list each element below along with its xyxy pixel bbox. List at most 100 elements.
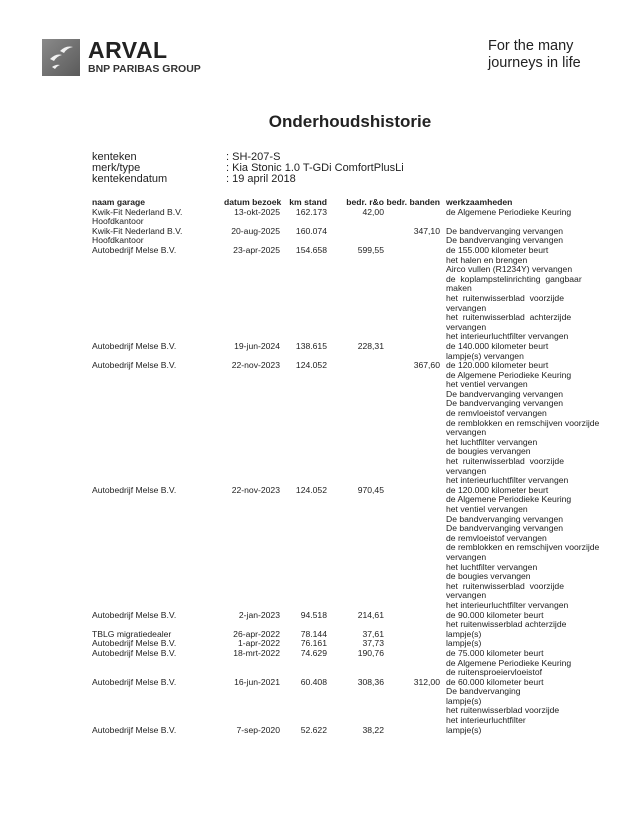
- amount-ro: 214,61: [357, 609, 384, 620]
- km-reading: 154.658: [295, 244, 327, 255]
- visit-date: 7-sep-2020: [236, 724, 280, 735]
- work-item: de remvloeistof vervangen: [446, 408, 547, 419]
- work-item: de remblokken en remschijven voorzijde: [446, 417, 600, 428]
- work-item: de 60.000 kilometer beurt: [446, 676, 544, 687]
- amount-ro: 190,76: [357, 647, 384, 658]
- work-list: de 60.000 kilometer beurt De bandvervangi…: [446, 676, 596, 726]
- garage-line: Hoofdkantoor: [92, 235, 144, 246]
- work-item: De bandvervanging vervangen: [446, 523, 564, 534]
- km-reading: 52.622: [300, 724, 327, 735]
- work-item: de Algemene Periodieke Keuring: [446, 369, 572, 380]
- brand-name: ARVAL: [88, 37, 168, 63]
- visit-date: 1-apr-2022: [237, 638, 280, 649]
- garage-line: Kwik-Fit Nederland B.V.: [92, 206, 183, 217]
- work-item: het ventiel vervangen: [446, 379, 528, 390]
- info-label: kenteken: [92, 151, 137, 163]
- amount-tires: [384, 630, 440, 640]
- col-header: bedr. banden: [386, 197, 440, 207]
- garage-line: Autobedrijf Melse B.V.: [92, 244, 177, 255]
- work-item: lampje(s) vervangen: [446, 350, 524, 361]
- work-item: De bandvervanging vervangen: [446, 235, 564, 246]
- work-item: de 140.000 kilometer beurt: [446, 340, 549, 351]
- amount-ro: 37,61: [362, 628, 384, 639]
- table-row: Autobedrijf Melse B.V. 16-jun-2021 60.40…: [92, 676, 602, 726]
- km-reading: 124.052: [295, 360, 327, 371]
- visit-date: 22-nov-2023: [231, 484, 280, 495]
- work-item: de 120.000 kilometer beurt: [446, 484, 549, 495]
- amount-ro: 970,45: [357, 484, 384, 495]
- work-item: het ventiel vervangen: [446, 504, 528, 514]
- work-item: de bougies vervangen: [446, 446, 531, 457]
- work-item: het ruitenwisserblad voorzijde: [446, 580, 564, 591]
- work-item: het ruitenwisserblad achterzijde: [446, 619, 567, 630]
- maintenance-table: naam garage datum bezoek km stand bedr. …: [92, 197, 602, 736]
- work-item: de 90.000 kilometer beurt: [446, 609, 544, 620]
- visit-date: 18-mrt-2022: [233, 647, 280, 658]
- work-item: maken: [446, 283, 472, 294]
- garage-name: Autobedrijf Melse B.V.: [92, 360, 224, 486]
- work-item: de remvloeistof vervangen: [446, 532, 547, 543]
- work-item: vervangen: [446, 302, 487, 313]
- work-item: het ruitenwisserblad voorzijde: [446, 292, 564, 303]
- garage-name: TBLG migratiedealer: [92, 629, 224, 640]
- km-reading: 78.144: [300, 628, 327, 639]
- work-item: De bandvervanging vervangen: [446, 388, 564, 399]
- work-item: het halen en brengen: [446, 254, 528, 265]
- work-item: Airco vullen (R1234Y) vervangen: [446, 264, 573, 275]
- table-row: Autobedrijf Melse B.V. 1-apr-2022 76.161…: [92, 639, 602, 649]
- amount-tires: [384, 611, 440, 630]
- table-row: Autobedrijf Melse B.V. 22-nov-2023 124.0…: [92, 360, 602, 486]
- amount-tires: [384, 649, 440, 678]
- table-row: Autobedrijf Melse B.V. 22-nov-2023 124.0…: [92, 484, 602, 611]
- col-header: datum bezoek: [224, 197, 282, 207]
- col-header: naam garage: [92, 197, 146, 207]
- work-item: het ruitenwisserblad achterzijde: [446, 312, 572, 323]
- slogan-line: For the many: [488, 38, 574, 54]
- work-item: de 75.000 kilometer beurt: [446, 647, 544, 658]
- garage-line: Autobedrijf Melse B.V.: [92, 340, 177, 351]
- table-row: Kwik-Fit Nederland B.V. Hoofdkantoor 20-a…: [92, 225, 602, 246]
- work-item: De bandvervanging: [446, 686, 521, 697]
- work-list: lampje(s): [446, 724, 596, 736]
- col-header: km stand: [289, 197, 327, 207]
- work-item: het ruitenwisserblad voorzijde: [446, 705, 560, 716]
- table-row: Autobedrijf Melse B.V. 18-mrt-2022 74.62…: [92, 647, 602, 678]
- work-item: vervangen: [446, 427, 487, 438]
- work-list: de 120.000 kilometer beurt de Algemene Pe…: [446, 360, 600, 486]
- km-reading: 74.629: [300, 647, 327, 658]
- page-title: Onderhoudshistorie: [268, 112, 432, 131]
- garage-name: Kwik-Fit Nederland B.V. Hoofdkantoor: [92, 226, 224, 246]
- work-list: lampje(s): [446, 639, 596, 649]
- garage-name: Autobedrijf Melse B.V.: [92, 485, 224, 611]
- work-item: de bougies vervangen: [446, 571, 531, 582]
- amount-tires: [384, 639, 440, 649]
- amount-tires: 312,00: [413, 676, 440, 687]
- amount-ro: 228,31: [357, 340, 384, 351]
- work-item: de Algemene Periodieke Keuring: [446, 657, 572, 668]
- visit-date: 13-okt-2025: [234, 206, 280, 217]
- table-row: Autobedrijf Melse B.V. 7-sep-2020 52.622…: [92, 724, 602, 736]
- work-item: het interieurluchtfilter vervangen: [446, 475, 569, 486]
- amount-tires: [384, 486, 440, 611]
- work-item: lampje(s): [446, 724, 482, 735]
- work-item: het luchtfilter vervangen: [446, 561, 538, 572]
- garage-name: Autobedrijf Melse B.V.: [92, 677, 224, 726]
- work-item: het interieurluchtfilter: [446, 715, 526, 726]
- work-list: de 90.000 kilometer beurt het ruitenwisse…: [446, 609, 596, 630]
- work-item: De bandvervanging vervangen: [446, 225, 564, 236]
- work-item: lampje(s): [446, 628, 482, 639]
- amount-tires: [384, 246, 440, 342]
- work-item: de Algemene Periodieke Keuring: [446, 494, 572, 505]
- work-item: het ruitenwisserblad voorzijde: [446, 456, 564, 467]
- info-value: : Kia Stonic 1.0 T-GDi ComfortPlusLi: [226, 162, 404, 174]
- amount-ro: 42,00: [362, 206, 384, 217]
- table-row: TBLG migratiedealer 26-apr-2022 78.144 3…: [92, 628, 602, 640]
- table-row: Autobedrijf Melse B.V. 19-jun-2024 138.6…: [92, 340, 602, 361]
- km-reading: 94.518: [300, 609, 327, 620]
- work-item: vervangen: [446, 590, 487, 601]
- work-item: de 120.000 kilometer beurt: [446, 360, 549, 371]
- garage-name: Autobedrijf Melse B.V.: [92, 639, 224, 649]
- km-reading: 138.615: [295, 340, 327, 351]
- visit-date: 23-apr-2025: [233, 244, 280, 255]
